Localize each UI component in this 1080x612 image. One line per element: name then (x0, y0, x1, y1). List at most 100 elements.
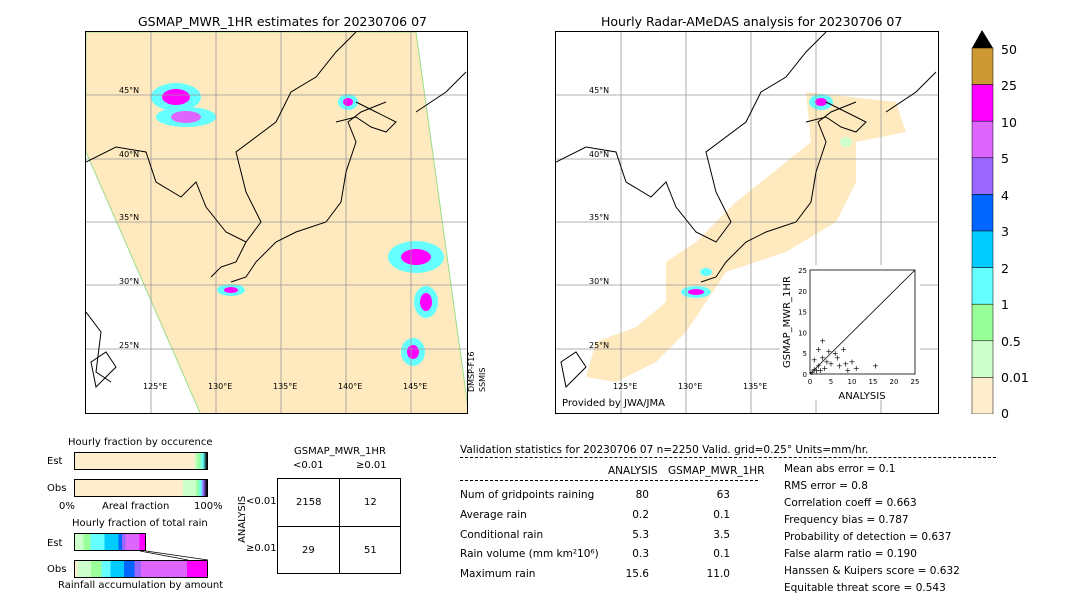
contingency-col-lt: <0.01 (293, 460, 324, 471)
validation-col-rule (460, 480, 758, 481)
areal-axis-right: 100% (194, 501, 223, 512)
scatter-xlabel: ANALYSIS (838, 391, 885, 400)
stat-gsmap-gridpoints: 63 (716, 489, 730, 501)
scatter-point: + (844, 366, 851, 375)
scatter-diagonal (809, 269, 916, 375)
right-coastlines (556, 32, 937, 389)
radar-coverage (586, 92, 906, 382)
coastlines (86, 32, 467, 389)
areal-axis-mid: Areal fraction (102, 501, 170, 512)
stat-label-conditional: Conditional rain (460, 529, 544, 541)
left-lat-label-45: 45°N (119, 86, 140, 95)
score-pod: Probability of detection = 0.637 (784, 531, 952, 543)
stat-label-average: Average rain (460, 509, 527, 521)
colorbar (970, 30, 995, 415)
obs-label-occurrence: Obs (47, 483, 67, 494)
contingency-row-ge: ≥0.01 (246, 543, 277, 554)
colorbar-label-5: 5 (1001, 151, 1009, 166)
est-label-occurrence: Est (47, 456, 63, 467)
colorbar-segment (971, 120, 994, 159)
left-lon-label-145: 145°E (403, 382, 428, 391)
col-gsmap-header: GSMAP_MWR_1HR (668, 465, 765, 477)
colorbar-extend-triangle (972, 30, 993, 48)
left-lat-label-30: 30°N (119, 277, 140, 286)
scatter-point: + (811, 365, 818, 374)
scatter-xtick-label: 10 (848, 378, 857, 386)
scatter-point: + (872, 362, 879, 371)
scatter-point: + (842, 360, 849, 369)
left-lon-label-130: 130°E (208, 382, 233, 391)
scatter-point: + (849, 358, 856, 367)
colorbar-label-50: 50 (1001, 42, 1017, 57)
total-obs-bar (74, 560, 208, 578)
left-map-title: GSMAP_MWR_1HR estimates for 20230706 07 (138, 14, 427, 29)
scatter-xtick-label: 0 (808, 378, 812, 386)
scatter-ytick-label: 5 (803, 350, 807, 358)
scatter-xtick-label: 20 (890, 378, 899, 386)
grid-lines (86, 32, 467, 413)
contingency-col-ge: ≥0.01 (356, 460, 387, 471)
score-far: False alarm ratio = 0.190 (784, 548, 917, 560)
right-lat-label-30: 30°N (589, 277, 610, 286)
colorbar-label-3: 3 (1001, 224, 1009, 239)
left-lat-label-35: 35°N (119, 213, 140, 222)
contingency-cell-hit-neg: 2158 (296, 497, 322, 508)
scatter-xtick-label: 15 (869, 378, 878, 386)
stat-analysis-volume: 0.3 (632, 548, 649, 560)
colorbar-label-0: 0 (1001, 406, 1009, 421)
left-lon-label-125: 125°E (143, 382, 168, 391)
right-map-title: Hourly Radar-AMeDAS analysis for 2023070… (601, 14, 903, 29)
provider-credit: Provided by JWA/JMA (562, 398, 665, 409)
left-lon-label-135: 135°E (273, 382, 298, 391)
scatter-point: + (819, 337, 826, 346)
left-map-canvas (86, 32, 467, 413)
right-lat-label-45: 45°N (589, 86, 610, 95)
scatter-ytick-label: 25 (798, 267, 807, 275)
colorbar-label-2: 2 (1001, 261, 1009, 276)
validation-header-rule (460, 457, 996, 458)
occurrence-obs-rain (183, 480, 207, 496)
colorbar-segment (971, 230, 994, 268)
score-mae: Mean abs error = 0.1 (784, 463, 896, 475)
colorbar-segment (971, 194, 994, 232)
colorbar-segment (971, 157, 994, 195)
scatter-point: + (809, 368, 816, 377)
stat-gsmap-average: 0.1 (713, 509, 730, 521)
satellite-label-2: SSMIS (478, 367, 487, 393)
contingency-cell-miss: 29 (302, 545, 315, 556)
score-correlation: Correlation coeff = 0.663 (784, 497, 917, 509)
left-lat-label-40: 40°N (119, 150, 140, 159)
colorbar-segment (971, 267, 994, 305)
scatter-point: + (832, 349, 839, 358)
occurrence-est-rain (195, 453, 207, 469)
stat-gsmap-conditional: 3.5 (713, 529, 730, 541)
scatter-point: + (828, 360, 835, 369)
stat-label-maximum: Maximum rain (460, 568, 536, 580)
total-est-bar (74, 533, 146, 551)
score-hk: Hanssen & Kuipers score = 0.632 (784, 565, 960, 577)
scatter-ylabel: GSMAP_MWR_1HR (782, 276, 793, 368)
left-lat-label-25: 25°N (119, 341, 140, 350)
occurrence-obs-bar (74, 479, 208, 497)
score-ets: Equitable threat score = 0.543 (784, 582, 946, 594)
colorbar-segment (971, 377, 994, 415)
satellite-label-1: DMSP-F16 (467, 351, 476, 392)
scatter-point: + (813, 367, 820, 376)
colorbar-segment (971, 47, 994, 85)
right-lon-label-130: 130°E (678, 382, 703, 391)
scatter-ytick-label: 15 (798, 309, 807, 317)
scatter-ytick-label: 20 (798, 288, 807, 296)
scatter-point: + (826, 347, 833, 356)
scatter-point: + (817, 366, 824, 375)
scatter-point: + (834, 353, 841, 362)
score-rmse: RMS error = 0.8 (784, 480, 868, 492)
stat-analysis-maximum: 15.6 (625, 568, 649, 580)
scatter-point: + (815, 362, 822, 371)
stat-gsmap-maximum: 11.0 (706, 568, 730, 580)
stat-label-volume: Rain volume (mm km²10⁶) (460, 548, 599, 560)
right-lat-label-40: 40°N (589, 150, 610, 159)
colorbar-label-10: 10 (1001, 115, 1017, 130)
scatter-point: + (823, 358, 830, 367)
scatter-point: + (853, 364, 860, 373)
scatter-point: + (836, 362, 843, 371)
